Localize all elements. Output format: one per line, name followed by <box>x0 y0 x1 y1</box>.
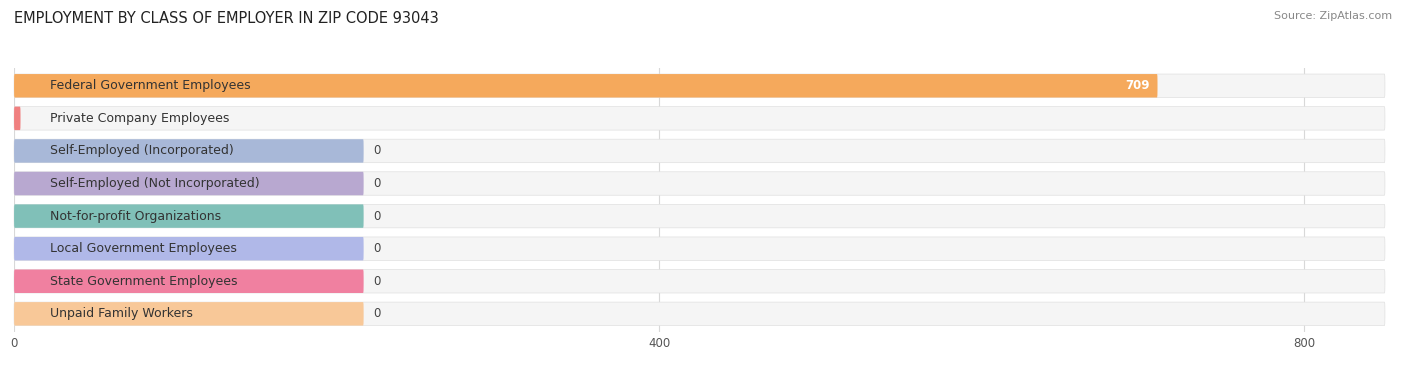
FancyBboxPatch shape <box>14 172 1385 195</box>
Text: 709: 709 <box>1125 79 1150 92</box>
Text: 0: 0 <box>374 210 381 222</box>
Text: Self-Employed (Incorporated): Self-Employed (Incorporated) <box>49 144 233 158</box>
Text: 0: 0 <box>374 242 381 255</box>
Text: Federal Government Employees: Federal Government Employees <box>49 79 250 92</box>
FancyBboxPatch shape <box>14 74 1385 98</box>
FancyBboxPatch shape <box>14 204 1385 228</box>
Text: Local Government Employees: Local Government Employees <box>49 242 236 255</box>
Text: 0: 0 <box>374 144 381 158</box>
Text: Private Company Employees: Private Company Employees <box>49 112 229 125</box>
Text: EMPLOYMENT BY CLASS OF EMPLOYER IN ZIP CODE 93043: EMPLOYMENT BY CLASS OF EMPLOYER IN ZIP C… <box>14 11 439 26</box>
FancyBboxPatch shape <box>14 107 1385 130</box>
Text: 4: 4 <box>4 112 13 125</box>
FancyBboxPatch shape <box>14 172 364 195</box>
FancyBboxPatch shape <box>14 204 364 228</box>
FancyBboxPatch shape <box>14 107 21 130</box>
Text: 0: 0 <box>374 177 381 190</box>
FancyBboxPatch shape <box>14 139 1385 162</box>
FancyBboxPatch shape <box>14 270 1385 293</box>
FancyBboxPatch shape <box>14 302 1385 326</box>
FancyBboxPatch shape <box>14 237 1385 261</box>
Text: 0: 0 <box>374 307 381 320</box>
FancyBboxPatch shape <box>14 74 1157 98</box>
FancyBboxPatch shape <box>14 270 364 293</box>
Text: 0: 0 <box>374 275 381 288</box>
Text: State Government Employees: State Government Employees <box>49 275 238 288</box>
Text: Not-for-profit Organizations: Not-for-profit Organizations <box>49 210 221 222</box>
FancyBboxPatch shape <box>14 237 364 261</box>
Text: Source: ZipAtlas.com: Source: ZipAtlas.com <box>1274 11 1392 21</box>
Text: Self-Employed (Not Incorporated): Self-Employed (Not Incorporated) <box>49 177 259 190</box>
Text: Unpaid Family Workers: Unpaid Family Workers <box>49 307 193 320</box>
FancyBboxPatch shape <box>14 302 364 326</box>
FancyBboxPatch shape <box>14 139 364 162</box>
